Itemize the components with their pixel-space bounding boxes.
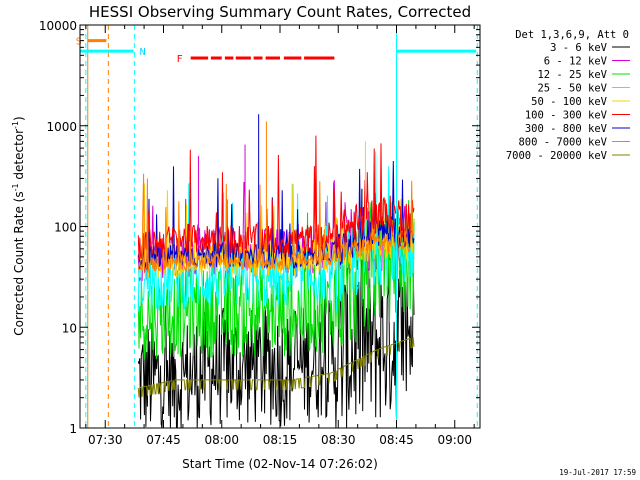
timestamp: 19-Jul-2017 17:59 xyxy=(559,468,636,477)
series-line-6 xyxy=(137,160,415,270)
x-tick-label: 08:45 xyxy=(379,433,414,447)
series-line-8 xyxy=(137,337,415,398)
x-tick-label: 08:00 xyxy=(204,433,239,447)
series-line-5 xyxy=(137,135,415,260)
y-tick-label: 10 xyxy=(62,321,77,335)
y-axis-label: Corrected Count Rate (s-1 detector-1) xyxy=(11,116,26,335)
legend-label-2: 12 - 25 keV xyxy=(537,69,607,81)
legend-label-1: 6 - 12 keV xyxy=(544,56,608,68)
plot-area: S N F xyxy=(76,25,478,429)
x-tick-label: 08:30 xyxy=(321,433,356,447)
x-tick-label: 09:00 xyxy=(437,433,472,447)
y-tick-label: 1000 xyxy=(46,120,77,134)
legend-header: Det 1,3,6,9, Att 0 xyxy=(515,29,629,41)
x-tick-label: 07:30 xyxy=(88,433,123,447)
x-tick-label: 08:15 xyxy=(263,433,298,447)
legend-label-7: 800 - 7000 keV xyxy=(518,137,607,149)
legend-label-5: 100 - 300 keV xyxy=(525,110,608,122)
legend-label-4: 50 - 100 keV xyxy=(531,96,608,108)
y-axis: 1 10 100 1000 10000 xyxy=(39,19,480,436)
x-tick-label: 07:45 xyxy=(146,433,181,447)
legend-label-8: 7000 - 20000 keV xyxy=(506,150,608,162)
flag-label-s: S xyxy=(76,37,82,48)
y-tick-label: 10000 xyxy=(39,19,77,33)
x-axis: 07:30 07:45 08:00 08:15 08:30 08:45 09:00 xyxy=(85,25,475,447)
x-axis-label: Start Time (02-Nov-14 07:26:02) xyxy=(182,457,378,471)
flag-label-f: F xyxy=(177,54,183,65)
legend: Det 1,3,6,9, Att 0 3 - 6 keV 6 - 12 keV12… xyxy=(506,29,630,162)
chart-title: HESSI Observing Summary Count Rates, Cor… xyxy=(89,3,471,21)
y-tick-label: 1 xyxy=(69,422,77,436)
legend-label-3: 25 - 50 keV xyxy=(537,83,607,95)
legend-label-6: 300 - 800 keV xyxy=(525,123,608,135)
flag-label-n: N xyxy=(140,47,146,58)
series-line-7 xyxy=(137,173,415,274)
y-tick-label: 100 xyxy=(54,221,77,235)
legend-label-0: 3 - 6 keV xyxy=(550,42,608,54)
